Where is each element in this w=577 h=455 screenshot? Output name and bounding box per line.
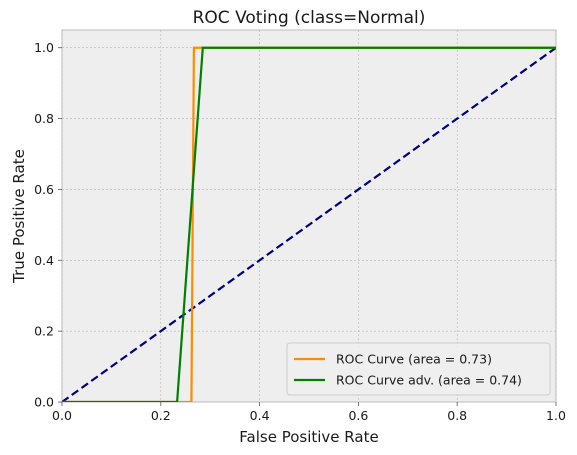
legend-label: ROC Curve adv. (area = 0.74): [336, 373, 522, 388]
x-tick-label: 0.6: [348, 408, 368, 423]
chart-title: ROC Voting (class=Normal): [193, 8, 426, 28]
legend: ROC Curve (area = 0.73) ROC Curve adv. (a…: [286, 342, 551, 396]
y-tick-label: 0.2: [34, 324, 54, 339]
x-tick-label: 1.0: [546, 408, 566, 423]
x-tick-label: 0.8: [447, 408, 467, 423]
legend-label: ROC Curve (area = 0.73): [336, 352, 492, 367]
x-tick-label: 0.4: [250, 408, 270, 423]
x-axis-label: False Positive Rate: [239, 428, 378, 446]
y-tick-label: 0.0: [34, 395, 54, 410]
chance-diagonal-line: [62, 46, 556, 402]
tick-labels: 0.0 0.2 0.4 0.6 0.8 1.0 0.0 0.2 0.4 0.6 0.8 1.0: [34, 40, 566, 423]
legend-box: [286, 342, 551, 396]
y-tick-label: 0.6: [34, 182, 54, 197]
y-tick-label: 1.0: [34, 40, 54, 55]
roc-curve-line-1: [62, 46, 556, 402]
y-tick-label: 0.4: [34, 253, 54, 268]
series-layer: [62, 46, 556, 402]
plot-area: [61, 29, 557, 403]
x-tick-label: 0.2: [151, 408, 171, 423]
x-tick-label: 0.0: [52, 408, 72, 423]
y-axis-label: True Positive Rate: [10, 149, 28, 284]
grid-lines: [58, 30, 557, 406]
y-tick-label: 0.8: [34, 111, 54, 126]
